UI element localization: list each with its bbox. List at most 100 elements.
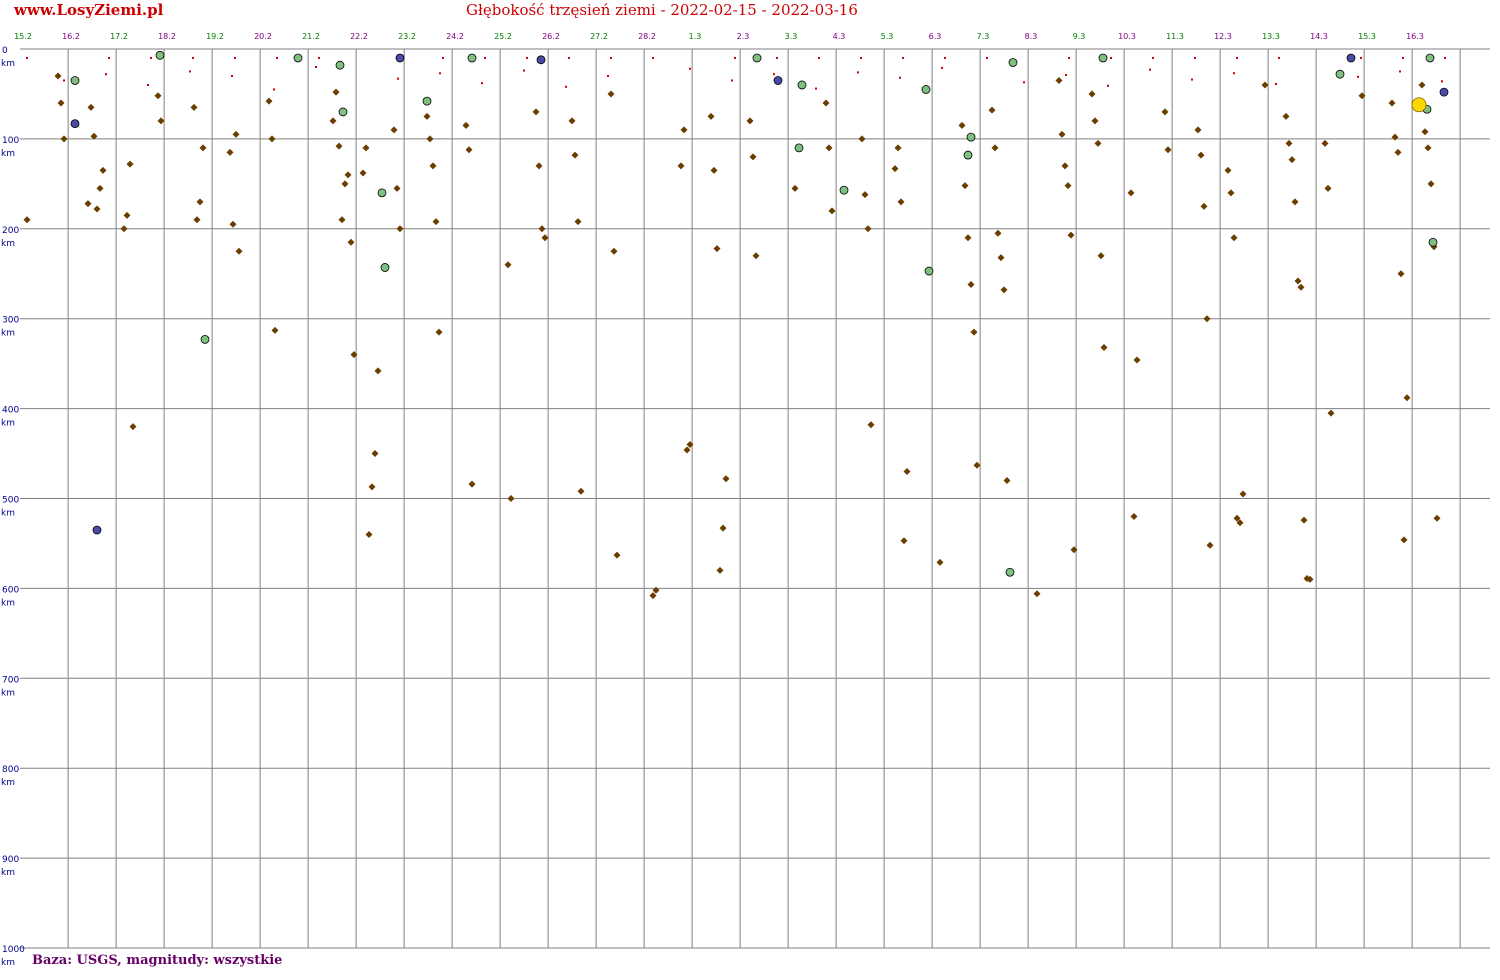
quake-point-large <box>293 53 303 63</box>
quake-point <box>1164 146 1172 154</box>
quake-point <box>1291 198 1299 206</box>
quake-point <box>465 146 473 154</box>
quake-point <box>1403 394 1411 402</box>
quake-point-large <box>1335 69 1345 79</box>
quake-point-small <box>1444 56 1446 59</box>
depth-tick-label: 300 <box>2 316 19 326</box>
quake-point <box>393 184 401 192</box>
quake-point <box>1197 151 1205 159</box>
quake-point-small <box>565 85 567 88</box>
quake-point <box>535 162 543 170</box>
quake-point-large <box>335 60 345 70</box>
quake-point <box>332 88 340 96</box>
depth-unit-label: km <box>1 329 15 339</box>
quake-point <box>84 200 92 208</box>
quake-point <box>1088 90 1096 98</box>
quake-point-small <box>1191 78 1193 81</box>
quake-point <box>1321 139 1329 147</box>
quake-point <box>1394 148 1402 156</box>
quake-point <box>374 367 382 375</box>
quake-point <box>1061 162 1069 170</box>
quake-point <box>677 162 685 170</box>
quake-point <box>338 216 346 224</box>
quake-point <box>87 103 95 111</box>
quake-point <box>867 421 875 429</box>
quake-point <box>196 198 204 206</box>
quake-point <box>988 106 996 114</box>
quake-point <box>973 461 981 469</box>
quake-point-small <box>1278 56 1280 59</box>
quake-point <box>970 328 978 336</box>
quake-point-small <box>189 70 191 73</box>
date-tick-label: 21.2 <box>302 32 320 41</box>
quake-point <box>435 328 443 336</box>
quake-point <box>1000 286 1008 294</box>
quake-point-small <box>147 83 149 86</box>
quake-point-small <box>26 56 28 59</box>
quake-point-small <box>902 56 904 59</box>
quake-point-small <box>1068 56 1070 59</box>
quake-point <box>828 207 836 215</box>
quake-point <box>1327 409 1335 417</box>
quake-point-small <box>234 56 236 59</box>
date-tick-label: 2.3 <box>737 32 750 41</box>
quake-point <box>1127 189 1135 197</box>
quake-point-large <box>1346 53 1356 63</box>
quake-point <box>468 480 476 488</box>
quake-point-small <box>276 56 278 59</box>
quake-point <box>1055 76 1063 84</box>
quake-point <box>99 166 107 174</box>
quake-point <box>1033 590 1041 598</box>
quake-point <box>897 198 905 206</box>
quake-point <box>426 135 434 143</box>
date-tick-label: 5.3 <box>881 32 894 41</box>
quake-point <box>1206 541 1214 549</box>
quake-point <box>710 166 718 174</box>
quake-point <box>571 151 579 159</box>
quake-point-small <box>818 56 820 59</box>
quake-point-large <box>70 76 80 85</box>
quake-point-small <box>1023 81 1025 84</box>
quake-point <box>610 247 618 255</box>
quake-point <box>232 130 240 138</box>
date-tick-label: 9.3 <box>1073 32 1086 41</box>
depth-ticks: 0 km 100 km 200 km 300 km 400 km 500 km 600 km 700 km 80… <box>1 46 25 968</box>
quake-point-small <box>1441 80 1443 83</box>
grid <box>20 48 1490 949</box>
quake-point-small <box>63 79 65 82</box>
quake-point <box>1418 81 1426 89</box>
quake-point-small <box>108 56 110 59</box>
quake-point-small <box>1399 70 1401 73</box>
chart-title: Głębokość trzęsień ziemi - 2022-02-15 - … <box>466 1 858 19</box>
date-tick-label: 16.2 <box>62 32 80 41</box>
date-tick-label: 17.2 <box>110 32 128 41</box>
quake-point <box>93 205 101 213</box>
quake-point <box>1285 139 1293 147</box>
quake-point-small <box>1236 56 1238 59</box>
quake-point <box>746 117 754 125</box>
quake-point-small <box>439 72 441 75</box>
date-tick-label: 8.3 <box>1025 32 1038 41</box>
depth-tick-label: 800 <box>2 765 19 775</box>
quake-point-small <box>315 65 317 68</box>
quake-point <box>96 184 104 192</box>
quake-point-small <box>652 56 654 59</box>
site-link[interactable]: www.LosyZiemi.pl <box>14 1 164 19</box>
quake-point-large <box>1439 87 1449 97</box>
quake-point-small <box>523 69 525 72</box>
quake-point <box>432 218 440 226</box>
quake-point <box>157 117 165 125</box>
date-tick-label: 27.2 <box>590 32 608 41</box>
quake-point <box>1203 315 1211 323</box>
quake-point <box>359 169 367 177</box>
quake-point <box>1433 514 1441 522</box>
depth-unit-label: km <box>1 59 15 69</box>
quake-point-small <box>773 73 775 76</box>
date-tick-label: 3.3 <box>785 32 798 41</box>
quake-point-large <box>200 334 210 344</box>
quake-point-small <box>776 56 778 59</box>
date-tick-label: 7.3 <box>977 32 990 41</box>
quake-point <box>1297 283 1305 291</box>
quake-point-large <box>752 53 762 63</box>
